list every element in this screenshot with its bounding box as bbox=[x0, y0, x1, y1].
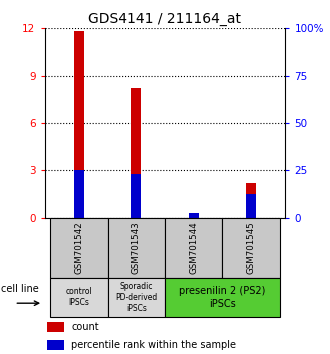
Bar bbox=[47, 340, 64, 350]
Text: Sporadic
PD-derived
iPSCs: Sporadic PD-derived iPSCs bbox=[115, 282, 157, 313]
Bar bbox=[108, 218, 165, 278]
Text: GSM701542: GSM701542 bbox=[75, 221, 83, 274]
Text: GSM701545: GSM701545 bbox=[247, 221, 255, 274]
Bar bbox=[50, 278, 108, 317]
Bar bbox=[74, 170, 84, 218]
Text: GSM701543: GSM701543 bbox=[132, 221, 141, 274]
Text: count: count bbox=[71, 322, 99, 332]
Bar bbox=[165, 218, 222, 278]
Bar bbox=[165, 278, 280, 317]
Bar bbox=[222, 218, 280, 278]
Bar bbox=[131, 87, 142, 218]
Text: presenilin 2 (PS2)
iPSCs: presenilin 2 (PS2) iPSCs bbox=[179, 286, 266, 309]
Bar bbox=[246, 183, 256, 218]
Title: GDS4141 / 211164_at: GDS4141 / 211164_at bbox=[88, 12, 242, 26]
Bar bbox=[188, 215, 199, 218]
Text: cell line: cell line bbox=[1, 284, 39, 294]
Bar bbox=[74, 32, 84, 218]
Bar bbox=[47, 322, 64, 332]
Bar bbox=[108, 278, 165, 317]
Bar bbox=[246, 194, 256, 218]
Text: GSM701544: GSM701544 bbox=[189, 221, 198, 274]
Text: percentile rank within the sample: percentile rank within the sample bbox=[71, 340, 236, 350]
Bar bbox=[131, 174, 142, 218]
Bar bbox=[188, 213, 199, 218]
Bar bbox=[50, 218, 108, 278]
Text: control
IPSCs: control IPSCs bbox=[66, 287, 92, 307]
